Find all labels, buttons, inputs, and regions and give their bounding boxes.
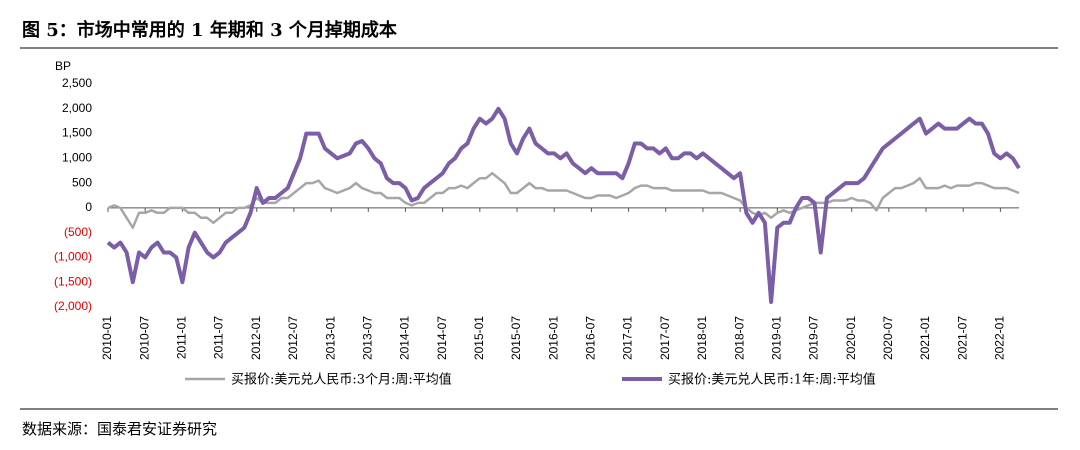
x-tick-label: 2010-01 [100,316,114,360]
legend-label: 买报价:美元兑人民币:3个月:周:平均值 [231,372,452,388]
series-line [106,106,1021,304]
y-axis-label: BP [55,59,71,73]
x-tick-label: 2011-01 [175,316,189,359]
y-tick-label: (500) [64,225,92,239]
legend-label: 买报价:美元兑人民币:1年:周:平均值 [668,372,876,388]
y-tick-label: 1,500 [62,126,92,140]
y-tick-label: (2,000) [54,299,92,313]
x-tick-label: 2019-01 [769,316,783,360]
y-tick-label: 500 [72,175,92,189]
x-tick-label: 2020-07 [881,316,895,360]
source: 数据来源：国泰君安证券研究 [22,420,217,438]
series-line [107,171,1020,229]
x-tick-label: 2010-07 [137,316,151,360]
x-tick-label: 2018-01 [695,316,709,360]
x-tick-label: 2013-07 [360,316,374,360]
y-tick-label: 0 [85,200,92,214]
x-tick-label: 2015-01 [472,316,486,360]
x-tick-label: 2012-07 [286,316,300,360]
x-tick-label: 2014-01 [398,316,412,360]
x-tick-label: 2022-01 [993,316,1007,360]
y-tick-label: 2,500 [62,76,92,90]
x-tick-label: 2020-01 [844,316,858,360]
x-tick-label: 2013-01 [323,316,337,360]
x-tick-label: 2018-07 [732,316,746,360]
x-tick-label: 2014-07 [435,316,449,360]
y-tick-label: (1,000) [54,250,92,264]
y-tick-label: (1,500) [54,274,92,288]
x-tick-label: 2021-01 [918,316,932,360]
x-tick-label: 2012-01 [249,316,263,360]
x-tick-label: 2019-07 [807,316,821,360]
y-tick-label: 1,000 [62,151,92,165]
chart-title: 图 5：市场中常用的 1 年期和 3 个月掉期成本 [22,19,397,41]
x-tick-label: 2016-07 [584,316,598,360]
x-tick-label: 2016-01 [546,316,560,360]
x-tick-label: 2017-07 [658,316,672,360]
x-tick-label: 2017-01 [621,316,635,360]
y-tick-label: 2,000 [62,101,92,115]
x-tick-label: 2015-07 [509,316,523,360]
x-tick-label: 2021-07 [955,316,969,360]
x-tick-label: 2011-07 [212,316,226,359]
